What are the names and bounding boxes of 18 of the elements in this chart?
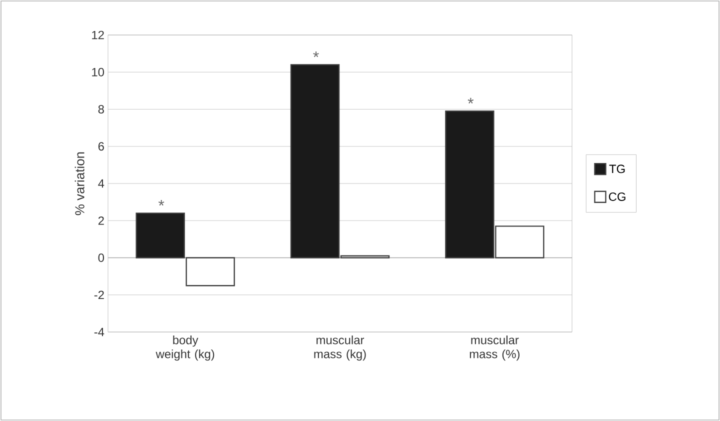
y-tick-label: 6 [98, 142, 104, 151]
y-tick-label: 0 [98, 254, 104, 262]
annotation: * [158, 200, 164, 206]
legend-label: TG [609, 164, 625, 174]
x-tick-label: body weight (kg) [156, 336, 214, 361]
y-tick-label: 12 [92, 30, 104, 40]
annotation: * [313, 52, 319, 58]
y-tick-label: 10 [92, 68, 104, 76]
x-tick-label: muscular mass (%) [470, 336, 520, 361]
y-tick-label: 8 [98, 105, 104, 114]
y-tick-label: -2 [94, 290, 104, 300]
y-axis-title: % variation [74, 152, 84, 216]
legend-label: CG [608, 192, 626, 201]
y-tick-label: -4 [94, 328, 104, 336]
x-tick-label: muscular mass (kg) [314, 336, 366, 361]
annotation: * [468, 98, 474, 104]
y-tick-label: 2 [98, 216, 104, 225]
y-tick-label: 4 [98, 179, 104, 188]
